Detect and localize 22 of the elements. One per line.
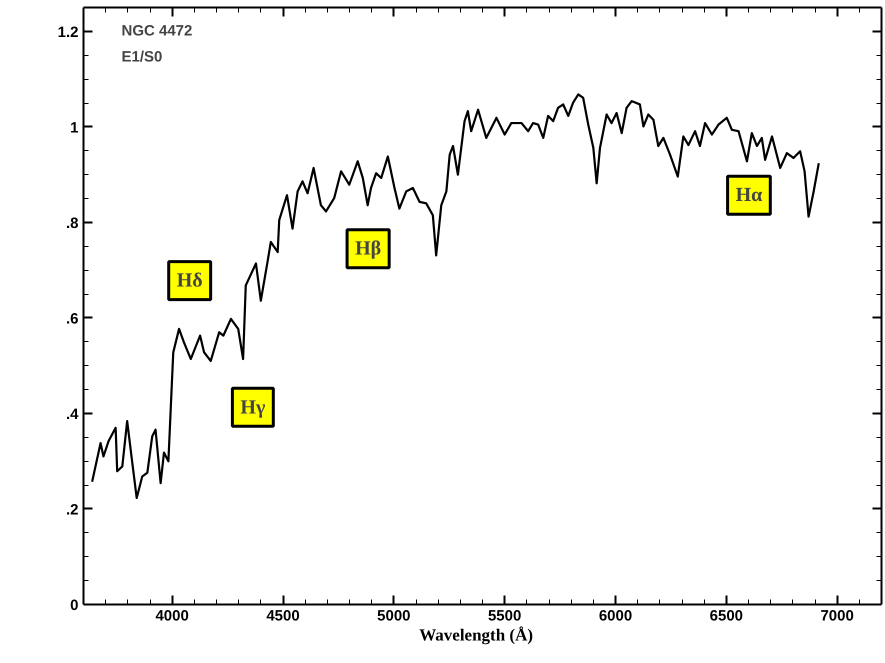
y-tick-label: 1.2: [58, 24, 79, 41]
annotation: Hδ: [176, 270, 203, 292]
x-tick-label: 4500: [266, 608, 300, 624]
y-tick-label: .8: [66, 214, 79, 232]
line-series: [91, 93, 820, 500]
x-tick-label: 6000: [598, 608, 632, 624]
annotation: Hγ: [240, 396, 266, 418]
x-axis-title: Wavelength (Å): [419, 626, 534, 644]
annotation: Hβ: [355, 238, 382, 260]
annotation: Hα: [736, 184, 762, 206]
x-tick-label: 5000: [377, 608, 411, 624]
x-tick-label: 5500: [488, 608, 522, 624]
text: E1/S0: [122, 48, 162, 66]
y-tick-label: 0: [70, 597, 78, 614]
y-tick-label: 1: [70, 119, 78, 136]
text: NGC 4472: [122, 22, 192, 40]
x-tick-label: 6500: [710, 608, 744, 624]
x-tick-label: 4000: [155, 608, 189, 624]
y-tick-label: .2: [66, 501, 79, 518]
y-tick-label: .6: [66, 310, 79, 328]
y-tick-label: .4: [66, 406, 80, 423]
x-tick-label: 7000: [820, 608, 854, 624]
